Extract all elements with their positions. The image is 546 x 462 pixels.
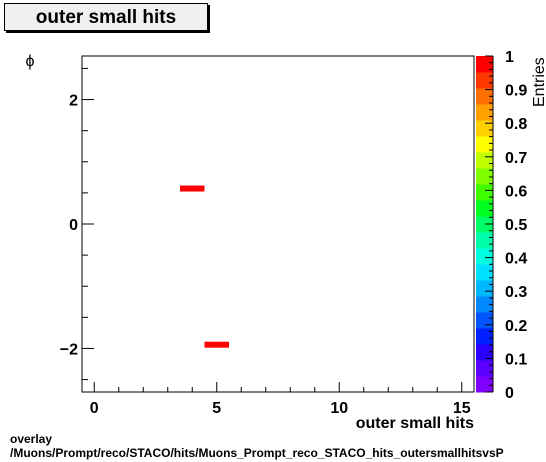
z-tick-label: 0.1 bbox=[505, 351, 527, 368]
z-tick-label: 0.2 bbox=[505, 318, 527, 335]
footer-overlay-label: overlay bbox=[10, 432, 53, 446]
y-tick-label: −2 bbox=[60, 341, 78, 358]
z-tick-label: 0.3 bbox=[505, 284, 527, 301]
color-scale-band bbox=[476, 280, 493, 297]
z-tick-label: 0.4 bbox=[505, 251, 527, 268]
color-scale-band bbox=[476, 104, 493, 121]
heatmap-cells bbox=[180, 185, 229, 348]
color-scale-band bbox=[476, 168, 493, 185]
title-box: outer small hits bbox=[4, 3, 208, 31]
color-scale-band bbox=[476, 88, 493, 105]
color-scale-band bbox=[476, 328, 493, 345]
z-tick-label: 0.7 bbox=[505, 150, 527, 167]
z-tick-label: 1 bbox=[505, 49, 514, 66]
x-tick-label: 15 bbox=[453, 400, 471, 417]
y-tick-label: 0 bbox=[69, 217, 78, 234]
y-tick-label: 2 bbox=[69, 93, 78, 110]
color-scale-band bbox=[476, 232, 493, 249]
x-axis-label: outer small hits bbox=[356, 415, 474, 432]
x-tick-label: 0 bbox=[90, 400, 99, 417]
plot-border bbox=[81, 55, 475, 393]
color-scale-band bbox=[476, 184, 493, 201]
z-tick-label: 0.9 bbox=[505, 83, 527, 100]
color-scale-band bbox=[476, 152, 493, 169]
x-tick-label: 10 bbox=[330, 400, 348, 417]
color-scale-band bbox=[476, 216, 493, 233]
z-tick-label: 0.8 bbox=[505, 116, 527, 133]
color-scale-band bbox=[476, 296, 493, 313]
z-tick-label: 0.5 bbox=[505, 217, 527, 234]
z-axis-label: Entries bbox=[531, 57, 546, 107]
heatmap-cell-1 bbox=[180, 185, 205, 192]
color-scale-band bbox=[476, 248, 493, 265]
footer-path-label: /Muons/Prompt/reco/STACO/hits/Muons_Prom… bbox=[10, 446, 504, 460]
color-scale-band bbox=[476, 56, 493, 73]
color-scale-band bbox=[476, 136, 493, 153]
y-axis: −2 0 2 bbox=[60, 67, 94, 381]
z-tick-label: 0 bbox=[505, 385, 514, 402]
color-scale-band bbox=[476, 360, 493, 377]
heatmap-cell-2 bbox=[204, 341, 229, 348]
color-scale-band bbox=[476, 120, 493, 137]
x-tick-label: 5 bbox=[212, 400, 221, 417]
y-axis-label: ϕ bbox=[26, 53, 35, 70]
z-tick-label: 0.6 bbox=[505, 183, 527, 200]
color-scale-band bbox=[476, 200, 493, 217]
chart-title: outer small hits bbox=[35, 7, 177, 28]
color-scale-band bbox=[476, 72, 493, 89]
color-scale-band bbox=[476, 312, 493, 329]
color-scale-band bbox=[476, 264, 493, 281]
color-scale-band bbox=[476, 344, 493, 361]
color-scale-band bbox=[476, 376, 493, 393]
plot-frame bbox=[81, 55, 475, 393]
x-axis: 0 5 10 15 bbox=[90, 382, 471, 417]
color-scale: 0 0.1 0.2 0.3 0.4 0.5 0.6 0.7 0.8 0.9 1 bbox=[476, 49, 527, 402]
